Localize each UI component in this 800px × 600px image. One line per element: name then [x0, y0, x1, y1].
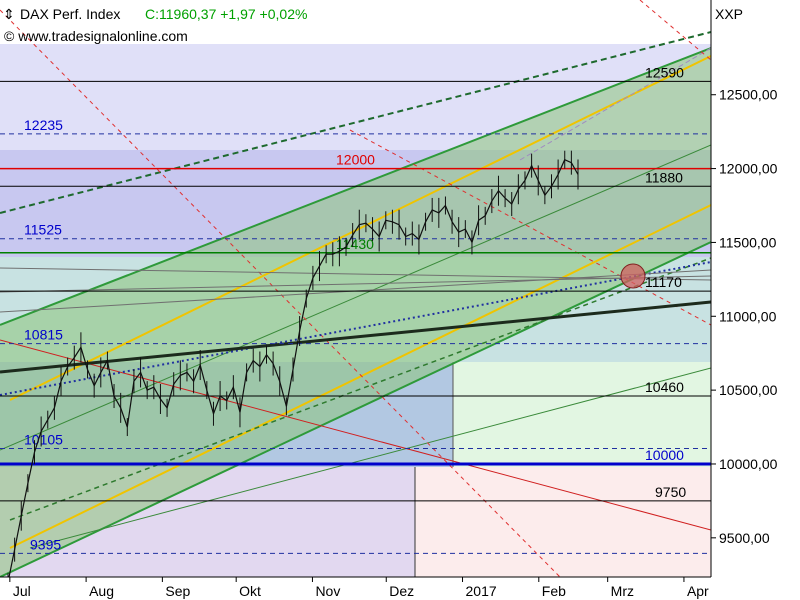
- y-tick-label: 12500,00: [719, 87, 778, 103]
- level-label-11880: 11880: [645, 169, 683, 185]
- y-tick-label: 11500,00: [719, 234, 777, 250]
- level-label-12590: 12590: [645, 64, 684, 80]
- chart-title: DAX Perf. Index: [20, 6, 120, 22]
- y-axis: 12500,00 12000,00 11500,00 11000,00 10500,00…: [711, 87, 778, 546]
- copyright-text: © www.tradesignalonline.com: [4, 28, 188, 44]
- header-icon: ⇕: [3, 6, 15, 22]
- yellow-lower-line: [9, 204, 711, 549]
- red-solid-diag: [0, 339, 711, 531]
- level-label-12235: 12235: [24, 117, 63, 133]
- level-label-10460: 10460: [645, 379, 684, 395]
- black-trend-line: [0, 300, 711, 374]
- level-label-11525: 11525: [24, 222, 62, 238]
- zone-pink-box: [415, 467, 711, 577]
- x-tick-label: Dez: [389, 583, 414, 599]
- levels-layer: 1259012235120001188011525114301117010815…: [0, 64, 711, 600]
- x-tick-label: Feb: [542, 583, 566, 599]
- lower-green-thin: [29, 367, 711, 549]
- level-label-10105: 10105: [24, 431, 63, 447]
- pink-thin-diag: [519, 47, 711, 161]
- level-label-12000: 12000: [336, 152, 375, 168]
- y-tick-label: 9500,00: [719, 530, 770, 546]
- level-label-9750: 9750: [655, 484, 686, 500]
- x-tick-label: 2017: [466, 583, 497, 599]
- y-tick-label: 11000,00: [719, 308, 777, 324]
- background-zones: [0, 0, 711, 577]
- price-series: [7, 150, 579, 577]
- x-tick-label: Aug: [89, 583, 114, 599]
- red-dash-diag-2: [0, 9, 561, 577]
- chart-quote: C:11960,37 +1,97 +0,02%: [145, 6, 307, 22]
- x-axis: Jul Aug Sep Okt Nov Dez 2017 Feb Mrz Apr: [9, 577, 709, 599]
- y-tick-label: 10500,00: [719, 382, 778, 398]
- channel-lower-edge: [0, 241, 711, 577]
- x-tick-label: Nov: [315, 583, 340, 599]
- level-label-9040: 9040: [655, 589, 686, 600]
- x-tick-label: Apr: [687, 583, 709, 599]
- level-label-11170: 11170: [645, 274, 682, 290]
- level-label-10815: 10815: [24, 327, 63, 343]
- x-tick-label: Jul: [13, 583, 31, 599]
- x-tick-label: Sep: [165, 583, 190, 599]
- exchange-label: XXP: [715, 6, 743, 22]
- green-dash-inner: [9, 257, 711, 521]
- gray-fan-1: [0, 267, 711, 281]
- level-label-10000: 10000: [645, 447, 684, 463]
- gray-fan-2: [0, 275, 711, 293]
- x-tick-label: Okt: [239, 583, 261, 599]
- level-label-9395: 9395: [30, 536, 61, 552]
- intersection-marker: [620, 263, 646, 289]
- channel-mid-thin: [0, 144, 711, 451]
- y-tick-label: 12000,00: [719, 161, 778, 177]
- x-tick-label: Mrz: [611, 583, 634, 599]
- dark-green-dash-line: [0, 31, 711, 214]
- y-tick-label: 10000,00: [719, 456, 778, 472]
- green-channel: [0, 48, 711, 577]
- blue-dotted-trend: [0, 261, 711, 396]
- yellow-upper-line: [9, 55, 711, 401]
